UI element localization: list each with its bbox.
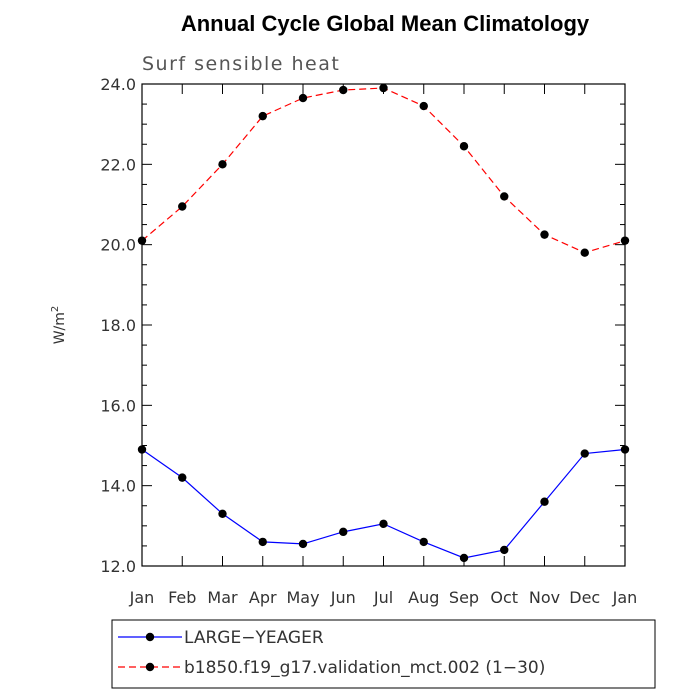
series-line [141, 87, 626, 254]
data-point [298, 539, 308, 549]
y-axis-label: W/m2 [50, 306, 68, 345]
data-point [379, 83, 388, 93]
chart-title: Annual Cycle Global Mean Climatology [181, 11, 590, 36]
plot-frame [141, 83, 626, 567]
data-point [459, 142, 469, 151]
data-point [540, 230, 549, 239]
legend-marker [145, 662, 155, 672]
x-tick-label: May [286, 588, 319, 607]
data-point [419, 101, 428, 111]
legend-marker [145, 632, 155, 642]
data-point [379, 519, 388, 529]
y-axis-label-main: W/m [52, 312, 68, 344]
data-point [339, 527, 348, 537]
legend-label: b1850.f19_g17.validation_mct.002 (1−30) [184, 658, 545, 678]
data-point [178, 473, 187, 482]
data-point [620, 236, 630, 245]
data-point [500, 545, 509, 555]
y-tick-label: 22.0 [100, 155, 136, 174]
y-tick-label: 20.0 [100, 236, 136, 255]
data-point [137, 236, 147, 245]
x-tick-label: Jan [612, 588, 638, 607]
legend: LARGE−YEAGER b1850.f19_g17.validation_mct… [118, 628, 545, 678]
data-point [178, 202, 187, 211]
series-layer [137, 83, 630, 563]
x-tick-label: Oct [490, 588, 518, 607]
y-tick-label: 24.0 [100, 75, 136, 94]
series-line [141, 448, 626, 559]
data-point [620, 445, 630, 454]
y-tick-label: 16.0 [100, 396, 136, 415]
data-point [580, 449, 589, 458]
data-point [540, 497, 549, 506]
data-point [137, 445, 147, 454]
chart-subtitle: Surf sensible heat [142, 53, 340, 75]
series-1 [137, 445, 630, 563]
legend-box [111, 619, 656, 689]
legend-label: LARGE−YEAGER [184, 628, 324, 648]
data-point [298, 93, 308, 103]
x-tick-label: Aug [408, 588, 439, 607]
x-tick-label: Feb [168, 588, 196, 607]
data-point [419, 537, 428, 547]
x-tick-label: Sep [449, 588, 479, 607]
data-point [500, 192, 509, 201]
x-tick-label: Jun [330, 588, 356, 607]
data-point [218, 509, 227, 518]
x-tick-label: Jan [129, 588, 155, 607]
data-point [258, 111, 267, 121]
y-tick-label: 12.0 [100, 557, 136, 576]
data-point [218, 160, 227, 169]
y-tick-label: 14.0 [100, 477, 136, 496]
x-tick-label: Apr [249, 588, 277, 607]
data-point [580, 248, 589, 257]
y-tick-label: 18.0 [100, 316, 136, 335]
x-tick-label: Mar [207, 588, 238, 607]
data-point [339, 85, 348, 95]
ticks-layer: 12.0 14.0 16.0 18.0 20.0 22.0 24.0 Jan Feb Mar Apr… [100, 75, 637, 607]
data-point [258, 537, 267, 547]
series-2 [137, 83, 630, 257]
x-tick-label: Nov [529, 588, 560, 607]
data-point [459, 553, 469, 563]
x-tick-label: Dec [569, 588, 600, 607]
y-axis-label-superscript: 2 [50, 306, 61, 312]
x-tick-label: Jul [373, 588, 393, 607]
